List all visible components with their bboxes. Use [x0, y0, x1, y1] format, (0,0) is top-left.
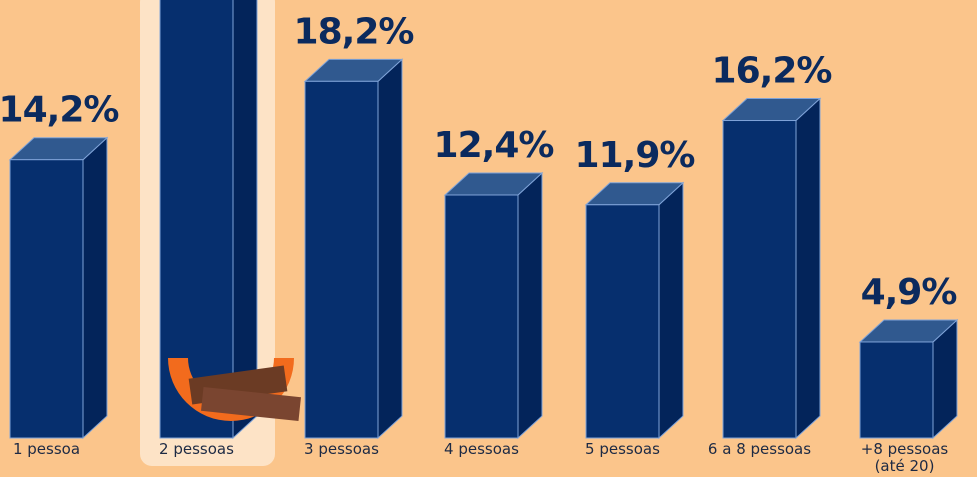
value-label: 4,9% [861, 272, 957, 313]
value-label: 16,2% [712, 51, 832, 92]
bar-side [658, 181, 684, 440]
category-label: 5 pessoas [585, 440, 660, 458]
bar-front [304, 80, 379, 439]
bar [721, 97, 822, 440]
value-label: 18,2% [294, 11, 414, 52]
bar-front [859, 341, 934, 439]
bar-side [377, 58, 403, 440]
bar [858, 318, 959, 440]
bar-front [722, 120, 797, 439]
category-label: 2 pessoas [159, 440, 234, 458]
bar-side [82, 136, 108, 440]
bar-side [795, 97, 821, 440]
bar-front [9, 159, 84, 439]
value-label: 12,4% [434, 125, 554, 166]
bar [443, 171, 544, 440]
category-label: 6 a 8 pessoas [707, 440, 812, 458]
bar-front [444, 194, 519, 439]
bar-front [585, 204, 660, 439]
chocolate-icon [168, 358, 301, 422]
bar-side [517, 171, 543, 440]
bar [8, 136, 109, 440]
category-label: 3 pessoas [304, 440, 379, 458]
category-label: 1 pessoa [12, 440, 81, 458]
category-label: 4 pessoas [444, 440, 519, 458]
bar-front [159, 0, 234, 439]
icon-bar [201, 386, 301, 422]
value-label: 14,2% [0, 90, 118, 131]
bar [303, 58, 404, 440]
category-label: +8 pessoas (até 20) [860, 440, 949, 475]
bar [159, 0, 258, 440]
value-label: 11,9% [575, 135, 695, 176]
bar [584, 181, 685, 440]
